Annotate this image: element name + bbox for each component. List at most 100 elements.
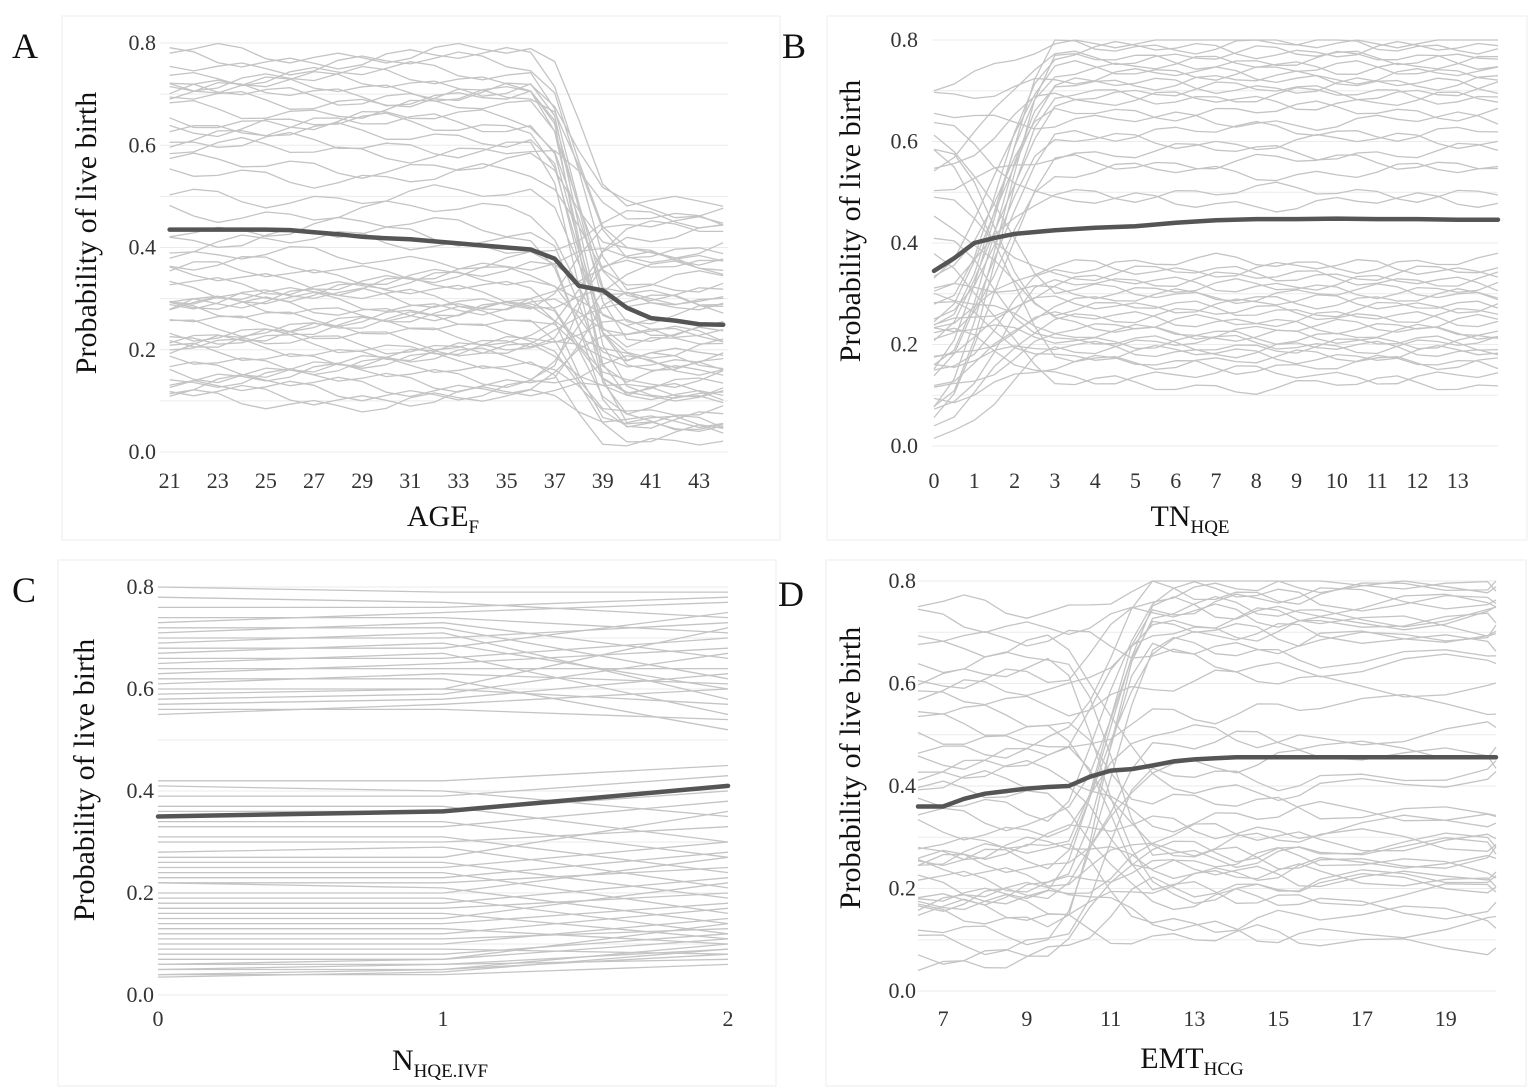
individual-line	[933, 259, 1499, 329]
individual-line	[157, 882, 729, 925]
x-tick-label: 5	[1130, 468, 1141, 493]
individual-line	[158, 627, 729, 680]
individual-line	[917, 629, 1497, 678]
individual-line	[933, 120, 1499, 377]
y-tick-label: 0.4	[889, 773, 917, 798]
panel-c-y-ticks: 0.0 0.2 0.4 0.6 0.8	[127, 574, 155, 1007]
y-tick-label: 0.8	[129, 30, 157, 55]
panel-a-x-title-main: AGE	[407, 500, 469, 533]
panel-c-x-title-main: N	[392, 1044, 414, 1077]
x-tick-label: 0	[153, 1006, 164, 1031]
individual-line	[917, 823, 1497, 887]
individual-line	[158, 637, 729, 660]
individual-line	[158, 764, 729, 782]
panel-a: A 21 23 25 27 29 31 33 35 37 39 41 43 0.00.20.40.60…	[12, 15, 781, 541]
x-tick-label: 41	[640, 468, 662, 493]
individual-line	[169, 259, 724, 351]
individual-line	[917, 832, 1497, 965]
individual-line	[169, 82, 724, 219]
individual-line	[933, 153, 1499, 418]
individual-line	[933, 253, 1499, 395]
individual-line	[917, 620, 1497, 832]
average-line	[931, 216, 1501, 274]
individual-line	[169, 260, 724, 389]
individual-line	[933, 60, 1499, 279]
individual-line	[157, 688, 729, 716]
panel-b-x-ticks: 0 1 2 3 4 5 6 7 8 9 10 11 12 13	[929, 468, 1469, 493]
individual-line	[917, 595, 1497, 928]
x-tick-label: 37	[544, 468, 566, 493]
x-tick-label: 19	[1435, 1006, 1457, 1031]
y-tick-label: 0.2	[891, 332, 919, 357]
individual-line	[917, 593, 1497, 902]
individual-line	[158, 933, 729, 955]
individual-line	[917, 693, 1497, 781]
individual-line	[933, 121, 1499, 213]
individual-line	[158, 897, 729, 935]
individual-line	[169, 294, 724, 355]
individual-line	[933, 162, 1499, 340]
y-tick-label: 0.4	[891, 230, 919, 255]
individual-line	[158, 928, 729, 945]
individual-line	[157, 688, 729, 705]
individual-line	[169, 247, 724, 280]
panel-c-y-axis-title: Probability of live birth	[68, 639, 101, 921]
individual-line	[169, 271, 724, 362]
individual-line	[917, 607, 1497, 701]
individual-line	[169, 99, 724, 293]
individual-line	[169, 352, 724, 447]
individual-line	[169, 51, 724, 291]
individual-line	[158, 912, 729, 940]
individual-line	[917, 780, 1497, 920]
x-tick-label: 31	[399, 468, 421, 493]
x-tick-label: 2	[723, 1006, 734, 1031]
individual-line	[157, 785, 729, 818]
average-line	[155, 783, 731, 819]
individual-line	[157, 953, 729, 976]
x-tick-label: 12	[1406, 468, 1428, 493]
individual-line	[917, 869, 1497, 972]
individual-line	[933, 39, 1499, 370]
individual-line	[158, 871, 729, 915]
individual-line	[933, 134, 1499, 305]
panel-d-average-line	[915, 755, 1499, 809]
individual-line	[158, 963, 729, 976]
panel-d-x-axis-title: EMTHCG	[1140, 1042, 1244, 1080]
y-tick-label: 0.0	[891, 433, 919, 458]
x-tick-label: 8	[1251, 468, 1262, 493]
individual-line	[917, 612, 1497, 770]
x-tick-label: 1	[969, 468, 980, 493]
individual-line	[933, 300, 1499, 365]
panel-b-letter: B	[782, 26, 806, 66]
individual-line	[169, 112, 724, 371]
panel-a-y-axis-title: Probability of live birth	[70, 92, 103, 374]
individual-line	[158, 805, 729, 843]
panel-d-x-ticks: 7 9 11 13 15 17 19	[938, 1006, 1457, 1031]
individual-line	[917, 836, 1497, 881]
individual-line	[157, 586, 728, 593]
individual-line	[917, 581, 1497, 822]
individual-line	[158, 928, 729, 940]
individual-line	[157, 601, 729, 624]
y-tick-label: 0.2	[889, 876, 917, 901]
individual-line	[933, 323, 1499, 388]
x-tick-label: 11	[1367, 468, 1388, 493]
panel-a-x-title-sub: F	[469, 517, 480, 538]
individual-line	[169, 61, 724, 311]
individual-line	[158, 810, 729, 858]
panel-d-x-title-main: EMT	[1140, 1042, 1203, 1075]
individual-line	[169, 250, 724, 316]
panel-c-average-line	[155, 783, 731, 819]
individual-line	[169, 136, 724, 226]
panel-c-x-title-sub: HQE.IVF	[414, 1061, 488, 1082]
panel-b-x-title-main: TN	[1150, 500, 1190, 533]
individual-line	[158, 917, 729, 945]
individual-line	[933, 39, 1498, 92]
individual-line	[933, 237, 1499, 354]
individual-line	[158, 907, 729, 935]
individual-line	[917, 651, 1497, 869]
panel-a-letter: A	[12, 26, 38, 66]
panel-b-individual-lines	[933, 39, 1499, 439]
individual-line	[933, 77, 1499, 323]
